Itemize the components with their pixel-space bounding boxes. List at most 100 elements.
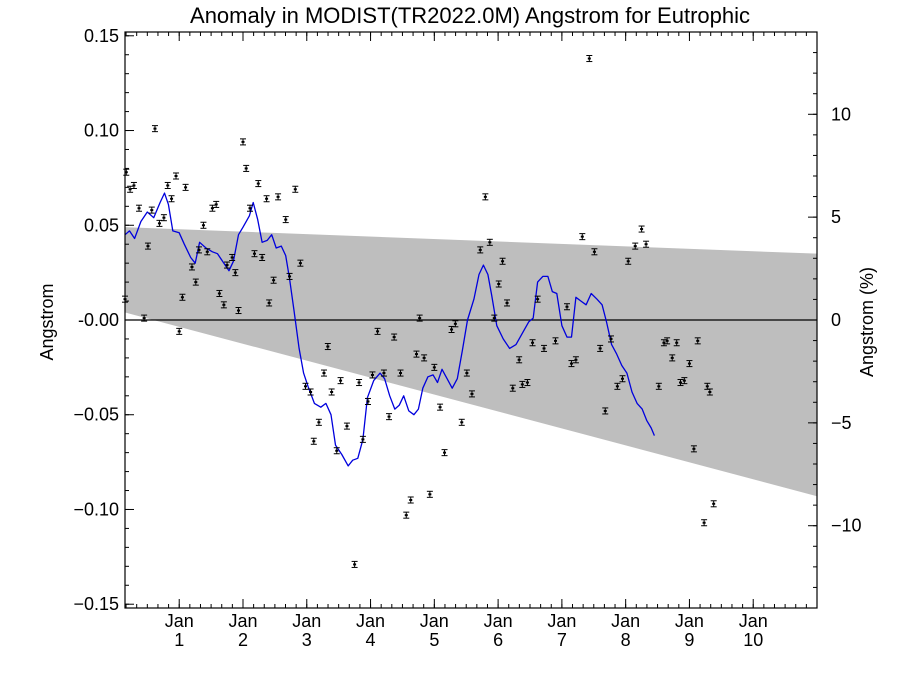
point-marker [679, 381, 683, 384]
point-marker [353, 563, 357, 566]
data-point-95 [572, 356, 579, 364]
x-tick-sublabel-1: 2 [238, 630, 248, 650]
point-marker [132, 184, 136, 187]
data-point-93 [563, 303, 570, 311]
x-tick-label-0: Jan [165, 611, 194, 631]
data-point-105 [632, 242, 639, 250]
x-tick-label-3: Jan [356, 611, 385, 631]
x-tick-label-9: Jan [739, 611, 768, 631]
data-point-36 [263, 195, 270, 203]
data-point-100 [602, 407, 609, 415]
data-point-79 [482, 193, 489, 201]
data-point-68 [421, 354, 428, 362]
point-marker [696, 339, 700, 342]
point-marker [536, 298, 540, 301]
data-point-10 [160, 214, 167, 222]
data-point-121 [710, 500, 717, 508]
data-point-94 [568, 360, 575, 368]
point-marker [190, 265, 194, 268]
point-marker [598, 347, 602, 350]
data-point-37 [266, 299, 273, 307]
point-marker [157, 222, 161, 225]
data-point-62 [391, 333, 398, 341]
data-point-97 [586, 55, 593, 63]
x-tick-sublabel-8: 9 [684, 630, 694, 650]
point-marker [460, 421, 464, 424]
point-marker [241, 140, 245, 143]
point-marker [609, 337, 613, 340]
point-marker [370, 373, 374, 376]
point-marker [303, 385, 307, 388]
x-tick-label-4: Jan [420, 611, 449, 631]
point-marker [670, 356, 674, 359]
data-point-54 [351, 560, 358, 568]
data-point-32 [247, 204, 254, 212]
x-tick-sublabel-0: 1 [174, 630, 184, 650]
point-marker [284, 218, 288, 221]
point-marker [137, 207, 141, 210]
data-point-16 [182, 183, 189, 191]
data-point-52 [337, 377, 344, 385]
data-point-12 [168, 195, 175, 203]
point-marker [414, 353, 418, 356]
data-point-85 [509, 384, 516, 392]
data-point-46 [310, 437, 317, 445]
point-marker [626, 260, 630, 263]
point-marker [443, 451, 447, 454]
data-point-101 [607, 335, 614, 343]
data-point-66 [413, 350, 420, 358]
point-marker [470, 392, 474, 395]
point-marker [708, 391, 712, 393]
point-marker [615, 385, 619, 388]
data-point-30 [239, 138, 246, 146]
point-marker [633, 245, 637, 248]
point-marker [335, 449, 339, 452]
point-marker [267, 301, 271, 304]
point-marker [150, 209, 154, 212]
x-tick-label-6: Jan [547, 611, 576, 631]
point-marker [554, 339, 558, 342]
data-point-13 [173, 172, 180, 180]
y-tick-label-0: 0.15 [84, 26, 119, 46]
point-marker [382, 372, 386, 375]
point-marker [432, 366, 436, 369]
data-point-28 [232, 269, 239, 277]
point-marker [687, 362, 691, 365]
point-marker [387, 415, 391, 418]
y2-tick-label-4: −10 [831, 516, 862, 536]
data-point-2 [127, 185, 134, 193]
point-marker [702, 521, 706, 524]
data-point-64 [403, 511, 410, 519]
x-tick-label-5: Jan [484, 611, 513, 631]
point-marker [492, 317, 496, 320]
point-marker [177, 330, 181, 333]
data-point-19 [195, 246, 202, 254]
data-point-107 [643, 240, 650, 248]
data-point-49 [324, 343, 331, 351]
point-marker [404, 514, 408, 517]
data-point-80 [486, 238, 493, 246]
data-point-112 [673, 339, 680, 347]
point-marker [252, 252, 256, 255]
data-point-33 [251, 250, 258, 258]
data-point-21 [204, 248, 211, 256]
data-point-15 [179, 293, 186, 301]
data-point-53 [343, 422, 350, 430]
data-point-11 [164, 181, 171, 189]
data-point-55 [356, 379, 363, 387]
point-marker [580, 235, 584, 238]
point-marker [592, 250, 596, 253]
point-marker [657, 385, 661, 388]
point-marker [162, 216, 166, 219]
data-point-5 [141, 314, 148, 322]
y2-tick-label-1: 5 [831, 207, 841, 227]
data-point-38 [270, 276, 277, 284]
data-point-114 [681, 377, 688, 385]
point-marker [517, 358, 521, 361]
data-point-82 [495, 280, 502, 288]
data-point-6 [144, 242, 151, 250]
y-tick-label-5: −0.10 [73, 499, 119, 519]
data-point-108 [655, 382, 662, 390]
point-marker [256, 182, 260, 185]
data-point-70 [431, 363, 438, 371]
